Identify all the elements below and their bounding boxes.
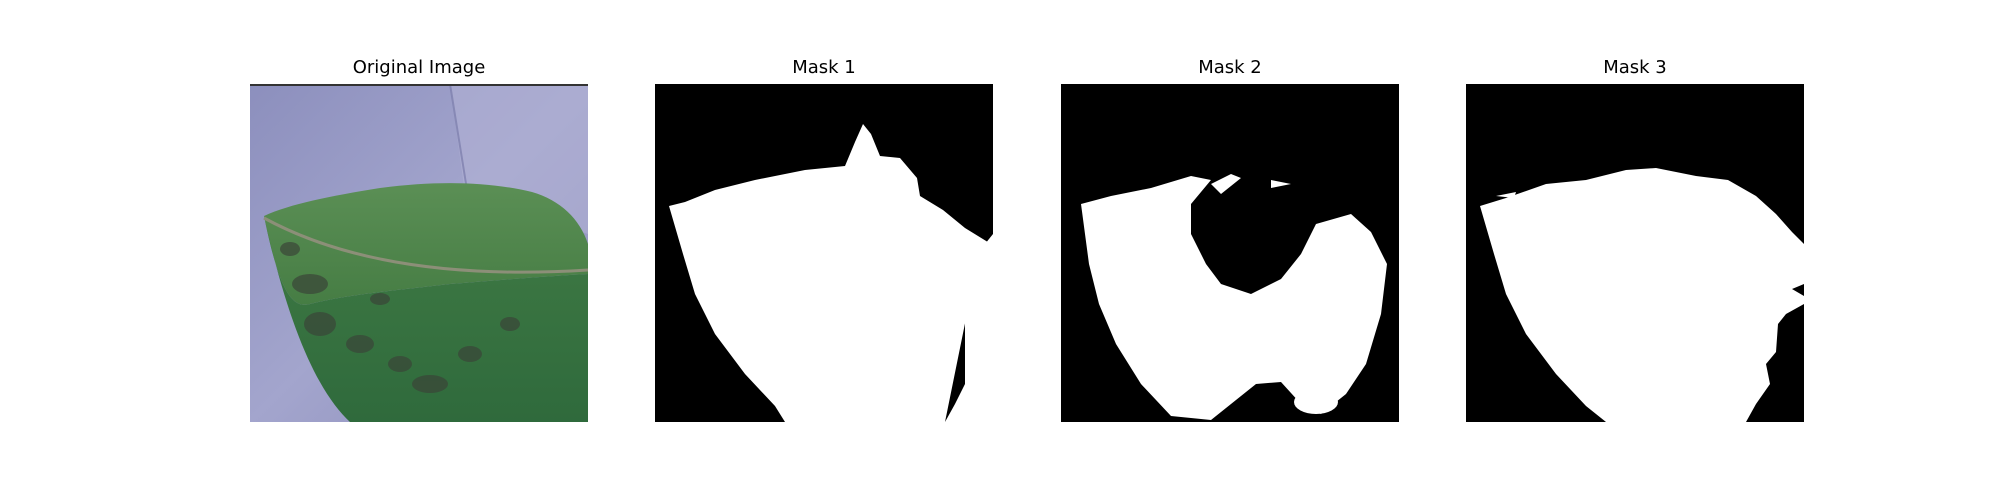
- panel-mask-3: Mask 3: [1466, 0, 1804, 500]
- panel-mask-2: Mask 2: [1061, 0, 1399, 500]
- mask-2-image: [1061, 84, 1399, 422]
- panel-title: Mask 3: [1603, 57, 1667, 78]
- panel-title: Mask 1: [792, 57, 856, 78]
- panel-title: Original Image: [352, 57, 486, 78]
- mask-3: [1466, 84, 1804, 422]
- leaf-photo: [250, 84, 588, 422]
- mask-1-image: [655, 84, 993, 422]
- panel-original-image: Original Image: [250, 0, 588, 500]
- mask-1: [655, 84, 993, 422]
- panel-mask-1: Mask 1: [655, 0, 993, 500]
- mask-3-image: [1466, 84, 1804, 422]
- panel-title: Mask 2: [1198, 57, 1262, 78]
- original-image: [250, 84, 588, 422]
- mask-2: [1061, 84, 1399, 422]
